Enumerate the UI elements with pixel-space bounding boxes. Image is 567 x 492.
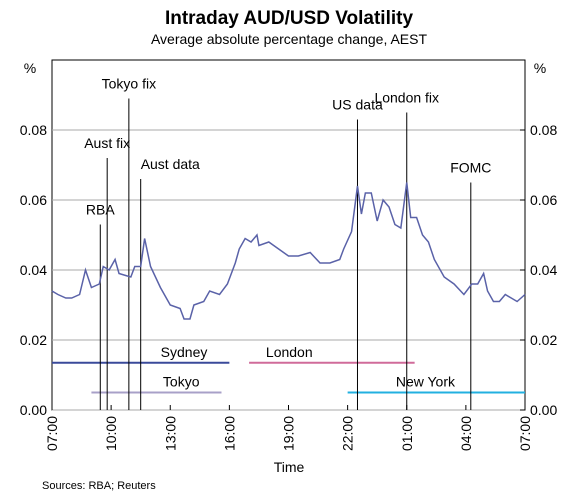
chart-title: Intraday AUD/USD Volatility [165, 8, 414, 29]
y-tick-label: 0.06 [20, 192, 47, 208]
x-tick-label: 19:00 [281, 416, 297, 451]
source: Sources: RBA; Reuters [42, 480, 156, 492]
x-tick-label: 13:00 [162, 416, 178, 451]
x-tick-label: 04:00 [458, 416, 474, 451]
annotation-label: Aust fix [84, 135, 130, 151]
chart-subtitle: Average absolute percentage change, AEST [151, 31, 427, 47]
annotation-label: Tokyo fix [102, 76, 156, 92]
y2-tick-label: 0.00 [530, 402, 557, 418]
y-unit: % [24, 60, 36, 76]
session-label: Sydney [161, 344, 208, 360]
x-tick-label: 07:00 [44, 416, 60, 451]
x-tick-label: 16:00 [221, 416, 237, 451]
x-tick-label: 22:00 [340, 416, 356, 451]
session-label: Tokyo [163, 374, 200, 390]
y-tick-label: 0.08 [20, 122, 47, 138]
y2-tick-label: 0.06 [530, 192, 557, 208]
x-axis-label: Time [274, 459, 305, 475]
data-line [51, 182, 526, 320]
x-tick-label: 01:00 [399, 416, 415, 451]
y-tick-label: 0.04 [20, 262, 47, 278]
annotation-label: US data [332, 97, 383, 113]
y2-tick-label: 0.02 [530, 332, 557, 348]
session-label: New York [396, 374, 456, 390]
annotation-label: RBA [86, 202, 115, 218]
y2-unit: % [534, 60, 546, 76]
y-tick-label: 0.00 [20, 402, 47, 418]
annotation-label: Aust data [141, 156, 200, 172]
x-tick-label: 10:00 [103, 416, 119, 451]
y-tick-label: 0.02 [20, 332, 47, 348]
annotation-label: London fix [374, 90, 439, 106]
x-tick-label: 07:00 [517, 416, 533, 451]
y2-tick-label: 0.04 [530, 262, 557, 278]
y2-tick-label: 0.08 [530, 122, 557, 138]
annotation-label: FOMC [450, 160, 491, 176]
session-label: London [266, 344, 313, 360]
